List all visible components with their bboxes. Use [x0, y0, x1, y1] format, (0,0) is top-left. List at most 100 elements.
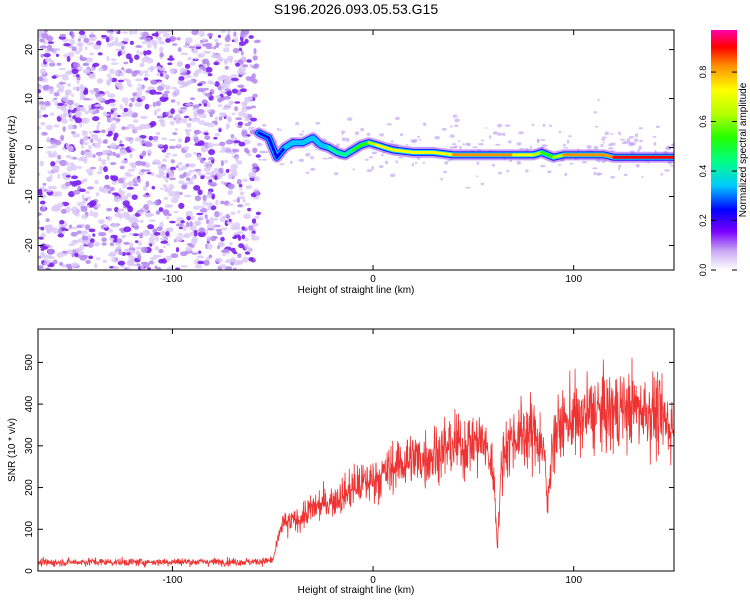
noise-speckle: [371, 166, 375, 170]
noise-speckle: [165, 111, 170, 115]
noise-speckle: [251, 126, 255, 131]
noise-speckle: [183, 115, 190, 119]
noise-speckle: [142, 230, 150, 237]
noise-speckle: [85, 151, 90, 157]
colorbar-gradient: [711, 30, 737, 270]
noise-speckle: [226, 139, 234, 145]
noise-speckle: [95, 91, 100, 98]
noise-speckle: [143, 123, 151, 130]
noise-speckle: [98, 67, 104, 72]
noise-speckle: [74, 252, 79, 257]
noise-speckle: [139, 32, 144, 35]
top-x-tick-label: -100: [162, 274, 182, 285]
noise-speckle: [132, 92, 138, 97]
noise-speckle: [243, 213, 251, 219]
noise-speckle: [178, 226, 184, 230]
noise-speckle: [112, 265, 120, 270]
noise-speckle: [390, 173, 396, 178]
noise-speckle: [214, 38, 219, 43]
noise-speckle: [214, 132, 221, 137]
noise-speckle: [497, 132, 503, 136]
noise-speckle: [84, 87, 89, 94]
noise-speckle: [166, 168, 171, 174]
noise-speckle: [241, 107, 248, 113]
noise-speckle: [174, 193, 180, 200]
noise-speckle: [619, 138, 626, 141]
noise-speckle: [80, 106, 87, 112]
noise-speckle: [139, 36, 146, 40]
noise-speckle: [530, 145, 533, 150]
noise-speckle: [245, 185, 253, 190]
noise-speckle: [69, 112, 73, 117]
noise-speckle: [64, 181, 72, 187]
noise-speckle: [602, 141, 605, 144]
noise-speckle: [444, 161, 449, 165]
noise-speckle: [248, 257, 254, 262]
signal-track-segment: [283, 141, 295, 150]
noise-speckle: [139, 85, 143, 92]
noise-speckle: [70, 109, 76, 114]
noise-speckle: [109, 68, 115, 75]
noise-speckle: [109, 237, 115, 241]
noise-speckle: [208, 179, 213, 183]
noise-speckle: [81, 235, 89, 241]
noise-speckle: [262, 158, 267, 161]
noise-speckle: [134, 54, 140, 60]
noise-speckle: [175, 236, 183, 243]
noise-speckle: [188, 181, 194, 185]
noise-speckle: [95, 192, 100, 197]
noise-speckle: [237, 68, 245, 75]
noise-speckle: [516, 142, 522, 146]
noise-speckle: [43, 258, 49, 263]
noise-speckle: [481, 139, 484, 142]
noise-speckle: [177, 61, 183, 67]
noise-speckle: [253, 48, 257, 55]
noise-speckle: [91, 66, 96, 72]
noise-speckle: [172, 132, 178, 136]
noise-speckle: [62, 96, 69, 102]
top-plot-frame: [37, 29, 675, 271]
noise-speckle: [153, 232, 161, 236]
noise-speckle: [422, 122, 427, 127]
noise-speckle: [110, 242, 114, 247]
noise-speckle: [464, 186, 471, 189]
noise-speckle: [452, 143, 457, 146]
noise-speckle: [185, 221, 190, 228]
noise-speckle: [279, 163, 285, 166]
noise-speckle: [251, 163, 258, 168]
noise-speckle: [112, 111, 118, 118]
noise-speckle: [231, 77, 239, 81]
noise-speckle: [224, 43, 231, 47]
noise-speckle: [502, 132, 506, 137]
noise-speckle: [154, 246, 159, 251]
signal-track: [253, 127, 674, 163]
noise-speckle: [458, 140, 461, 143]
noise-speckle: [207, 32, 214, 37]
noise-speckle: [97, 52, 103, 56]
noise-speckle: [119, 149, 128, 156]
noise-speckle: [57, 173, 61, 180]
noise-speckle: [202, 113, 207, 119]
noise-speckle: [203, 259, 210, 266]
noise-speckle: [327, 156, 334, 160]
noise-speckle: [119, 140, 123, 144]
noise-speckle: [593, 171, 597, 176]
noise-speckle: [59, 33, 67, 38]
noise-speckle: [87, 109, 95, 114]
colorbar-tick-label: 0.4: [698, 165, 708, 178]
noise-speckle: [210, 216, 214, 220]
noise-speckle: [68, 243, 75, 247]
noise-speckle: [86, 186, 94, 190]
noise-speckle: [89, 238, 95, 244]
noise-speckle: [454, 118, 460, 123]
noise-speckle: [641, 176, 644, 178]
noise-speckle: [109, 251, 117, 257]
noise-speckle: [209, 112, 214, 118]
noise-speckle: [115, 69, 121, 74]
noise-speckle: [195, 223, 199, 226]
noise-speckle: [197, 53, 202, 58]
noise-speckle: [227, 30, 231, 36]
noise-speckle: [207, 73, 213, 77]
noise-speckle: [71, 68, 79, 75]
noise-speckle: [112, 236, 118, 243]
